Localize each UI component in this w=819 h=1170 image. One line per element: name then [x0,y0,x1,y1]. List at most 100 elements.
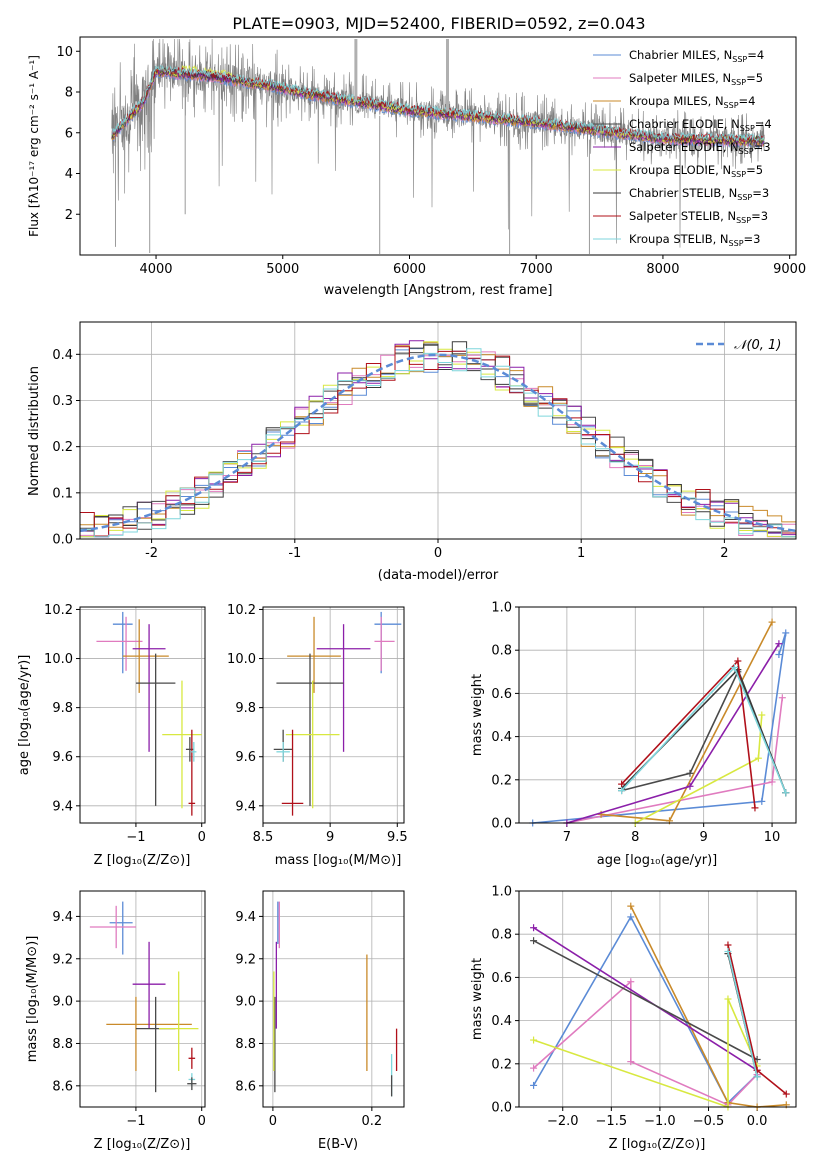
y-tick-label: 0.4 [491,730,512,745]
weight-series-line [727,951,758,1077]
y-tick-label: 0.6 [491,687,512,702]
legend-label-sub: SSP [737,193,752,202]
residuals-panel: -2 -1 0 1 2 0.0 0.1 0.2 0.3 0.4 (data-model)/erro… [27,321,797,583]
weight-vs-age-frame [518,606,797,824]
x-tick-label: 0 [434,546,442,561]
x-tick-label: -1 [288,546,301,561]
legend-label: Chabrier ELODIE, NSSP=4 [629,117,772,133]
y-tick-label: 0.1 [52,486,73,501]
spectrum-ylabel: Flux [fλ10⁻¹⁷ erg cm⁻² s⁻¹ A⁻¹] [27,55,41,237]
mass-vs-Z-panel: −1 0 8.6 8.8 9.0 9.2 9.4 Z [log₁₀(Z/Z⊙)] mass … [25,890,206,1152]
residual-histogram-step [80,348,796,538]
residuals-axes-frame [79,321,797,540]
weight-point-marker [530,924,538,932]
y-tick-label: 9.6 [235,750,256,765]
y-tick-label: 8.8 [52,1037,73,1052]
legend-label-tail: =3 [754,140,771,154]
legend-label: Salpeter MILES, NSSP=5 [629,71,763,87]
errorbar-point [132,624,166,752]
weight-series-line [533,939,758,1061]
x-tick-label: 9 [326,830,334,845]
spectrum-title: PLATE=0903, MJD=52400, FIBERID=0592, z=0… [232,14,645,33]
errorbar-point [135,996,176,1093]
legend-label-sub: SSP [724,101,739,110]
x-tick-label: 7 [563,830,571,845]
weight-point-marker [618,787,626,795]
legend-label-sub: SSP [739,147,754,156]
legend-label-text: Chabrier ELODIE, N [629,117,740,131]
y-tick-label: 8.6 [52,1079,73,1094]
weight-point-marker [775,640,783,648]
x-tick-label: 0 [198,830,206,845]
x-tick-label: 10 [764,830,781,845]
weight-point-marker [627,978,635,986]
x-tick-label: 2 [720,546,728,561]
weight-point-marker [758,797,766,805]
weight-point-marker [530,1081,538,1089]
residuals-ylabel: Normed distribution [27,366,42,496]
errorbar-point [158,971,199,1071]
age-vs-mass-plot: 8.5 9 9.5 9.4 9.6 9.8 10.0 10.2 [227,603,408,845]
y-tick-label: 9.4 [235,799,256,814]
legend-label: Kroupa ELODIE, NSSP=5 [629,163,763,179]
legend-label-sub: SSP [740,124,755,133]
mass-vs-EBV-xlabel: E(B-V) [318,1137,358,1152]
legend-label-tail: =4 [755,117,772,131]
x-tick-label: −1.0 [644,1114,676,1129]
x-tick-label: −0.5 [693,1114,725,1129]
x-tick-label: 6000 [393,262,426,277]
errorbar-point [185,737,194,762]
x-tick-label: 9 [700,830,708,845]
errorbar-point [89,905,136,949]
residuals-plot [79,340,797,538]
x-tick-label: 5000 [266,262,299,277]
legend-label-tail: =3 [751,209,768,223]
age-vs-Z-plot: −1 0 9.4 9.6 9.8 10.0 10.2 [44,603,206,845]
x-tick-label: 0 [269,1114,277,1129]
errorbar-point [109,901,133,955]
weight-vs-Z-xlabel: Z [log₁₀(Z/Z⊙)] [609,1137,706,1152]
weight-point-marker [724,995,732,1003]
x-tick-label: -2 [145,546,158,561]
errorbar-point [96,616,143,671]
legend-label-text: Kroupa STELIB, N [629,232,729,246]
x-tick-label: 9.5 [387,830,408,845]
x-tick-label: 8000 [646,262,679,277]
age-vs-mass-xlabel: mass [log₁₀(M/M⊙)] [275,853,402,868]
weight-point-marker [724,941,732,949]
errorbar-point [374,616,395,671]
errorbar-point [112,611,133,674]
weight-point-marker [768,778,776,786]
weight-point-marker [734,657,742,665]
legend-label: Kroupa STELIB, NSSP=3 [629,232,760,248]
y-tick-label: 9.8 [235,701,256,716]
weight-point-marker [782,1090,790,1098]
legend-label-tail: =3 [752,186,769,200]
errorbar-point [162,680,202,809]
y-tick-label: 0.2 [491,1057,512,1072]
x-tick-label: 0 [198,1114,206,1129]
weight-vs-Z-frame [518,890,797,1108]
x-tick-label: −1 [126,1114,145,1129]
y-tick-label: 9.6 [52,750,73,765]
legend-label-tail: =5 [746,71,763,85]
weight-point-marker [730,663,738,671]
legend-label-text: Salpeter ELODIE, N [629,140,739,154]
age-vs-Z-ylabel: age [log₁₀(age/yr)] [17,655,32,776]
legend-label-sub: SSP [731,78,746,87]
legend-label: Chabrier STELIB, NSSP=3 [629,186,769,202]
weight-series-line [630,905,787,1108]
legend-label-text: Salpeter STELIB, N [629,209,736,223]
y-tick-label: 0.2 [491,773,512,788]
x-tick-label: 9000 [773,262,806,277]
legend-label-text: Salpeter MILES, N [629,71,731,85]
legend-label-text: Kroupa MILES, N [629,94,724,108]
weight-point-marker [530,937,538,945]
errorbar-point [135,653,176,806]
weight-series-line [533,998,758,1109]
normal-curve [79,353,797,533]
y-tick-label: 0.0 [491,817,512,832]
weight-point-marker [775,651,783,659]
mass-vs-EBV-frame [262,890,405,1108]
